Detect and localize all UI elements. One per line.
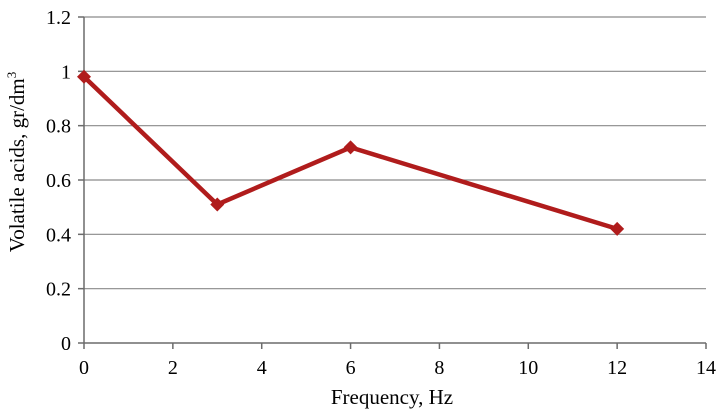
y-axis-title-main: Volatile acids, gr/dm — [5, 78, 29, 252]
x-tick-label: 14 — [696, 357, 716, 379]
y-tick-label: 0 — [61, 333, 71, 355]
series-line — [82, 75, 618, 232]
data-point-marker — [77, 69, 91, 84]
y-tick-label: 0.8 — [46, 116, 71, 138]
y-tick-label: 0.6 — [46, 170, 71, 192]
data-point-marker — [343, 140, 358, 155]
data-point-marker — [610, 221, 625, 236]
axes — [78, 16, 707, 349]
x-tick-label: 2 — [168, 357, 178, 379]
x-tick-label: 6 — [346, 357, 356, 379]
y-tick-label: 1 — [61, 61, 71, 83]
x-tick-label: 0 — [79, 357, 89, 379]
x-tick-label: 4 — [257, 357, 267, 379]
y-axis-title-superscript: 3 — [4, 72, 19, 79]
y-tick-label: 0.2 — [46, 279, 71, 301]
data-point-marker — [210, 197, 225, 212]
gridlines — [84, 16, 706, 290]
x-tick-label: 12 — [607, 357, 627, 379]
y-tick-label: 1.2 — [46, 7, 71, 29]
y-tick-label: 0.4 — [46, 224, 71, 246]
x-tick-label: 10 — [518, 357, 538, 379]
x-tick-label: 8 — [434, 357, 444, 379]
data-series — [77, 69, 625, 236]
y-tick-labels: 0 0.2 0.4 0.6 0.8 1 1.2 — [46, 7, 71, 355]
y-axis-title: Volatile acids, gr/dm3 — [4, 72, 29, 253]
x-axis-title: Frequency, Hz — [331, 385, 453, 409]
x-tick-labels: 0 2 4 6 8 10 12 14 — [79, 357, 716, 379]
